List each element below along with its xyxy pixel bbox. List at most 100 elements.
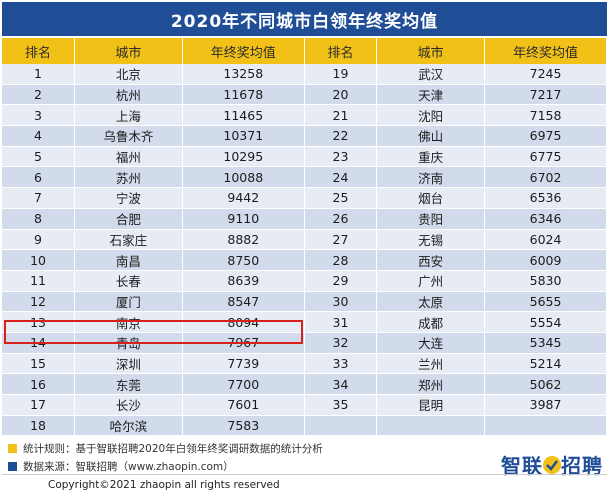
- bonus-cell: 6975: [484, 125, 607, 147]
- rank-cell: 19: [304, 64, 378, 85]
- bonus-cell: 6346: [484, 208, 607, 230]
- city-cell: 厦门: [74, 291, 183, 313]
- city-cell: 南昌: [74, 249, 183, 271]
- blue-square-icon: [8, 462, 17, 471]
- table-row: 5 福州 10295 23 重庆 6775: [2, 146, 607, 168]
- rank-cell: 33: [304, 353, 378, 375]
- note-rule-text: 统计规则：基于智联招聘2020年白领年终奖调研数据的统计分析: [23, 443, 323, 455]
- city-cell: 宁波: [74, 187, 183, 209]
- rank-cell: 24: [304, 166, 378, 189]
- table-row: 4 乌鲁木齐 10371 22 佛山 6975: [2, 125, 607, 147]
- bonus-cell: 5655: [484, 291, 607, 313]
- rank-cell: 17: [2, 394, 76, 416]
- bonus-cell: 13258: [182, 64, 305, 85]
- rank-cell: 28: [304, 249, 378, 271]
- rank-cell: 20: [304, 84, 378, 106]
- city-cell: 天津: [376, 84, 486, 106]
- rank-cell: 1: [2, 64, 76, 85]
- table-row: 1 北京 13258 19 武汉 7245: [2, 64, 607, 85]
- rank-cell: 35: [304, 394, 378, 416]
- city-cell: 广州: [376, 270, 486, 292]
- table-row: 6 苏州 10088 24 济南 6702: [2, 166, 607, 189]
- rank-cell: 3: [2, 104, 76, 127]
- rank-cell: 9: [2, 229, 76, 251]
- city-cell: 大连: [376, 332, 486, 354]
- city-cell: 长沙: [74, 394, 183, 416]
- bonus-cell: 11465: [182, 104, 305, 127]
- header-city-right: 城市: [376, 38, 486, 64]
- rank-cell: 21: [304, 104, 378, 127]
- table-row: 11 长春 8639 29 广州 5830: [2, 270, 607, 292]
- rank-cell: 27: [304, 229, 378, 251]
- city-cell: 深圳: [74, 353, 183, 375]
- bonus-cell: 5214: [484, 353, 607, 375]
- bonus-cell: 9110: [182, 208, 305, 230]
- city-cell: 上海: [74, 104, 183, 127]
- rank-cell: 2: [2, 84, 76, 106]
- city-cell: 成都: [376, 311, 486, 333]
- table-row: 10 南昌 8750 28 西安 6009: [2, 249, 607, 271]
- city-cell: 哈尔滨: [74, 415, 183, 437]
- bonus-cell: 8094: [182, 311, 305, 333]
- rank-cell: 22: [304, 125, 378, 147]
- bonus-cell: 8547: [182, 291, 305, 313]
- city-cell: [376, 415, 486, 437]
- city-cell: 重庆: [376, 146, 486, 168]
- page-title: 2020年不同城市白领年终奖均值: [2, 2, 607, 36]
- bonus-cell: 5830: [484, 270, 607, 292]
- bonus-cell: 10371: [182, 125, 305, 147]
- bonus-cell: 8639: [182, 270, 305, 292]
- bonus-cell: 10088: [182, 166, 305, 189]
- rank-cell: 34: [304, 373, 378, 395]
- bonus-cell: 7601: [182, 394, 305, 416]
- table-row: 15 深圳 7739 33 兰州 5214: [2, 353, 607, 375]
- city-cell: 南京: [74, 311, 183, 333]
- bonus-cell: 7245: [484, 64, 607, 85]
- header-bonus-right: 年终奖均值: [484, 38, 607, 64]
- ranking-table: 排名 城市 年终奖均值 排名 城市 年终奖均值 1 北京 13258 19 武汉 7245…: [2, 38, 607, 437]
- city-cell: 石家庄: [74, 229, 183, 251]
- bonus-cell: 6009: [484, 249, 607, 271]
- city-cell: 烟台: [376, 187, 486, 209]
- rank-cell: 18: [2, 415, 76, 437]
- bonus-cell: 5554: [484, 311, 607, 333]
- bonus-cell: 3987: [484, 394, 607, 416]
- table-row: 9 石家庄 8882 27 无锡 6024: [2, 229, 607, 251]
- city-cell: 武汉: [376, 64, 486, 85]
- table-body: 1 北京 13258 19 武汉 7245 2 杭州 11678 20 天津 7217 3 上海 11465…: [2, 64, 607, 437]
- city-cell: 贵阳: [376, 208, 486, 230]
- rank-cell: 16: [2, 373, 76, 395]
- header-bonus-left: 年终奖均值: [182, 38, 305, 64]
- bonus-cell: 8882: [182, 229, 305, 251]
- rank-cell: 4: [2, 125, 76, 147]
- yellow-square-icon: [8, 444, 17, 453]
- city-cell: 福州: [74, 146, 183, 168]
- table-row: 2 杭州 11678 20 天津 7217: [2, 84, 607, 106]
- rank-cell: 13: [2, 311, 76, 333]
- bonus-cell: 5062: [484, 373, 607, 395]
- bonus-cell: 7583: [182, 415, 305, 437]
- rank-cell: 23: [304, 146, 378, 168]
- table-row: 16 东莞 7700 34 郑州 5062: [2, 373, 607, 395]
- city-cell: 苏州: [74, 166, 183, 189]
- table-row: 18 哈尔滨 7583: [2, 415, 607, 437]
- city-cell: 北京: [74, 64, 183, 85]
- bonus-cell: 6702: [484, 166, 607, 189]
- table-row: 8 合肥 9110 26 贵阳 6346: [2, 208, 607, 230]
- highlight-box: [4, 320, 303, 344]
- rank-cell: 7: [2, 187, 76, 209]
- header-city-left: 城市: [74, 38, 183, 64]
- rank-cell: 15: [2, 353, 76, 375]
- bonus-cell: 7217: [484, 84, 607, 106]
- city-cell: 东莞: [74, 373, 183, 395]
- bonus-cell: 8750: [182, 249, 305, 271]
- rank-cell: 8: [2, 208, 76, 230]
- city-cell: 长春: [74, 270, 183, 292]
- table-row: 7 宁波 9442 25 烟台 6536: [2, 187, 607, 209]
- table-row: 17 长沙 7601 35 昆明 3987: [2, 394, 607, 416]
- rank-cell: 30: [304, 291, 378, 313]
- bonus-cell: 11678: [182, 84, 305, 106]
- city-cell: 杭州: [74, 84, 183, 106]
- table-row: 14 青岛 7967 32 大连 5345: [2, 332, 607, 354]
- city-cell: 兰州: [376, 353, 486, 375]
